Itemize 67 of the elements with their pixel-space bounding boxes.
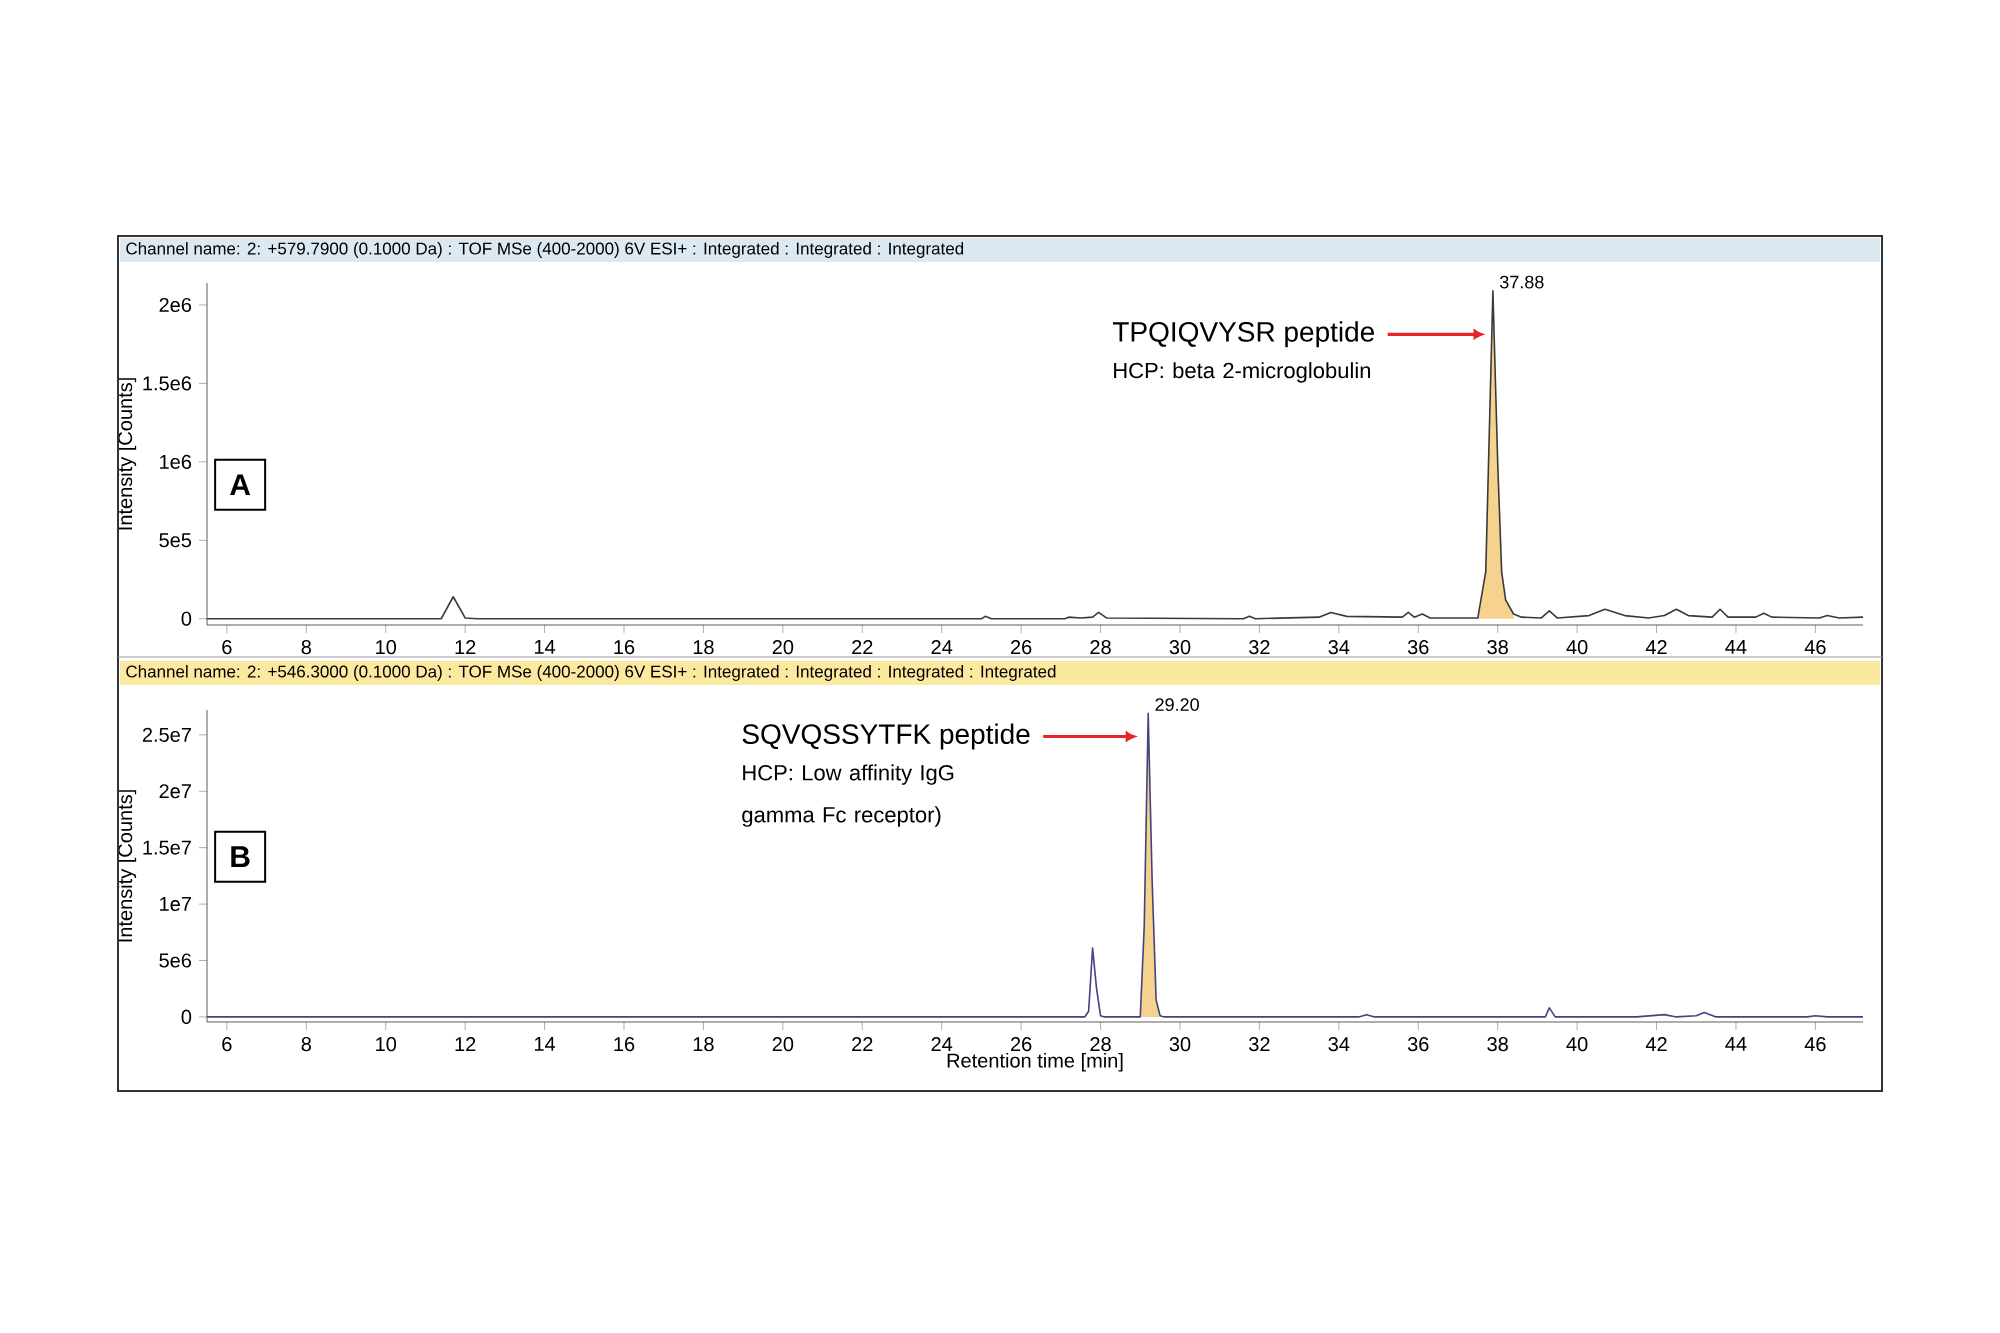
y-tick-label: 2e6 xyxy=(159,297,192,313)
x-tick-label: 18 xyxy=(693,1037,714,1052)
x-tick-label: 26 xyxy=(1011,640,1032,655)
x-tick-label: 10 xyxy=(376,1037,397,1052)
x-tick-label: 36 xyxy=(1407,1037,1429,1052)
x-tick-label: 20 xyxy=(772,1037,794,1052)
x-tick-label: 40 xyxy=(1566,640,1588,655)
x-tick-label: 8 xyxy=(301,1037,311,1052)
x-tick-label: 44 xyxy=(1725,1037,1747,1051)
x-tick-label: 34 xyxy=(1328,1037,1350,1052)
x-tick-label: 32 xyxy=(1249,1037,1270,1052)
x-tick-label: 24 xyxy=(931,1037,953,1052)
x-tick-label: 14 xyxy=(534,640,556,654)
x-tick-label: 26 xyxy=(1011,1037,1032,1052)
y-tick-label: 5e6 xyxy=(159,953,192,968)
y-tick-label: 1.5e6 xyxy=(143,376,192,391)
x-tick-label: 6 xyxy=(222,640,232,655)
y-tick-label: 0 xyxy=(181,611,192,626)
x-tick-label: 24 xyxy=(931,640,953,655)
x-tick-label: 32 xyxy=(1249,640,1270,655)
x-tick-label: 30 xyxy=(1169,1037,1191,1052)
x-tick-label: 8 xyxy=(301,640,311,655)
y-tick-label: 1e7 xyxy=(160,897,191,912)
x-axis-title: Retention time [min] xyxy=(947,1052,1123,1072)
y-tick-label: 1.5e7 xyxy=(143,840,191,855)
x-tick-label: 22 xyxy=(852,1037,873,1052)
annotation: 37.88 xyxy=(1499,275,1544,289)
y-axis-title: Intensity [Counts] xyxy=(117,790,137,942)
x-tick-label: 40 xyxy=(1566,1037,1588,1052)
x-tick-label: 12 xyxy=(455,640,476,655)
x-tick-label: 20 xyxy=(772,640,794,655)
x-tick-label: 34 xyxy=(1328,640,1350,655)
x-tick-label: 42 xyxy=(1645,640,1667,655)
x-tick-label: 46 xyxy=(1804,1037,1826,1052)
x-tick-label: 30 xyxy=(1169,640,1191,655)
annotation: B xyxy=(231,846,250,867)
y-tick-label: 1e6 xyxy=(160,454,192,469)
x-tick-label: 22 xyxy=(852,640,873,655)
y-tick-label: 5e5 xyxy=(159,533,192,548)
x-tick-label: 46 xyxy=(1804,640,1826,655)
x-tick-label: 42 xyxy=(1645,1037,1667,1052)
y-tick-label: 2.5e7 xyxy=(142,727,191,742)
x-tick-label: 36 xyxy=(1407,640,1429,655)
annotation: SQVQSSYTFK peptide xyxy=(742,723,1030,750)
x-tick-label: 28 xyxy=(1090,640,1111,655)
line-series xyxy=(206,712,1864,1018)
annotation: HCP: beta 2-microglobulin xyxy=(1114,362,1371,383)
x-tick-label: 18 xyxy=(693,640,714,655)
annotation: 29.20 xyxy=(1155,698,1199,711)
chart-title: Channel name: 2: +546.3000 (0.1000 Da) : TOF MSe (400-2000) 6V ESI+ : Integrated : Integrated : Integrated : Integrated xyxy=(126,665,1056,681)
x-tick-label: 38 xyxy=(1487,1037,1508,1052)
x-tick-label: 16 xyxy=(614,1037,635,1052)
x-tick-label: 28 xyxy=(1090,1037,1111,1052)
chart-title: Channel name: 2: +579.7900 (0.1000 Da) : TOF MSe (400-2000) 6V ESI+ : Integrated : Integrated : Integrated xyxy=(126,242,964,258)
x-tick-label: 16 xyxy=(614,640,635,655)
y-tick-label: 2e7 xyxy=(159,784,191,799)
x-tick-label: 6 xyxy=(222,1037,232,1052)
annotation: TPQIQVYSR peptide xyxy=(1112,321,1375,348)
annotation: HCP: Low affinity IgG gamma Fc receptor) xyxy=(742,764,954,827)
annotation: A xyxy=(230,474,251,496)
y-axis-title: Intensity [Counts] xyxy=(117,378,137,530)
y-tick-label: 0 xyxy=(181,1009,192,1024)
x-tick-label: 12 xyxy=(455,1037,476,1052)
x-tick-label: 10 xyxy=(376,640,397,655)
x-tick-label: 38 xyxy=(1487,640,1508,655)
x-tick-label: 14 xyxy=(534,1037,556,1051)
x-tick-label: 44 xyxy=(1725,640,1747,654)
